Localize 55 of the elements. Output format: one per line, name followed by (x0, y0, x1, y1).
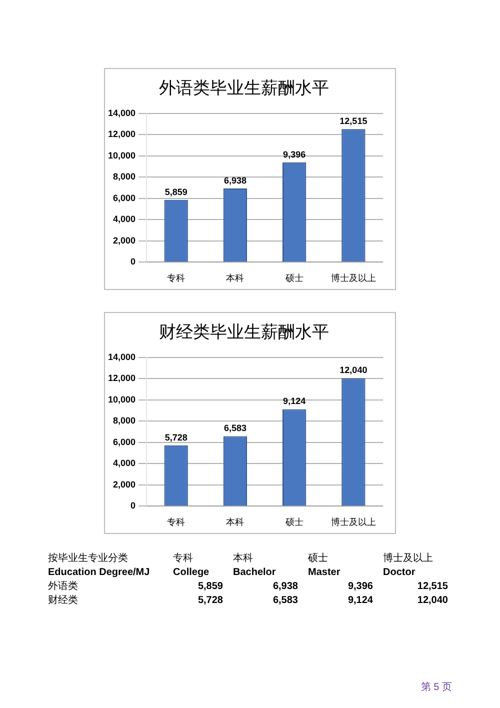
text: 9,124 (346, 594, 374, 608)
text: 5,728 (196, 594, 224, 608)
y-tick-label: 2,000 (112, 235, 136, 246)
y-tick-label: 8,000 (112, 172, 136, 182)
text: 本科 (233, 552, 254, 566)
x-tick-label: 专科 (167, 272, 186, 284)
y-tick-label: 6,000 (112, 436, 136, 447)
text: 第 5 页 (420, 681, 452, 694)
text: College (173, 566, 210, 580)
text: 财经类 (48, 594, 79, 608)
y-tick-label: 14,000 (108, 108, 136, 118)
text: Doctor (383, 566, 416, 580)
text: 5,859 (196, 580, 224, 594)
data-label: 9,124 (283, 396, 306, 406)
text: 博士及以上 (383, 552, 434, 566)
data-label: 9,396 (283, 149, 306, 160)
y-tick-label: 12,000 (108, 129, 136, 140)
chart-title: 外语类毕业生薪酬水平 (159, 78, 329, 99)
text: 9,396 (346, 580, 374, 594)
data-label: 6,938 (224, 175, 246, 186)
x-tick-label: 本科 (226, 516, 244, 528)
y-tick-label: 6,000 (112, 192, 136, 203)
data-label: 12,515 (340, 116, 368, 126)
y-tick-label: 12,000 (108, 373, 136, 384)
text: Education Degree/MJ (48, 566, 151, 580)
y-tick-label: 0 (130, 500, 136, 511)
y-tick-label: 14,000 (108, 352, 136, 362)
x-tick-label: 博士及以上 (330, 516, 376, 528)
data-label: 6,583 (224, 423, 246, 434)
y-tick-label: 10,000 (108, 150, 136, 160)
text: 12,515 (416, 580, 449, 594)
data-label: 5,728 (164, 432, 188, 442)
data-label: 5,859 (164, 186, 188, 197)
text: 硕士 (308, 552, 329, 566)
y-tick-label: 4,000 (112, 458, 136, 468)
data-label: 12,040 (340, 365, 368, 376)
y-tick-label: 4,000 (112, 214, 136, 224)
text: Master (308, 566, 342, 580)
x-tick-label: 硕士 (284, 272, 304, 284)
text: 6,583 (272, 594, 299, 608)
text: 6,938 (272, 580, 299, 594)
x-tick-label: 博士及以上 (330, 272, 376, 284)
chart-title: 财经类毕业生薪酬水平 (159, 322, 329, 343)
text: Bachelor (233, 566, 277, 580)
text: 外语类 (48, 580, 79, 594)
x-tick-label: 硕士 (284, 516, 304, 528)
text: 12,040 (416, 594, 449, 608)
y-tick-label: 10,000 (108, 394, 136, 404)
text: 专科 (173, 552, 194, 566)
x-tick-label: 专科 (167, 516, 186, 528)
y-tick-label: 8,000 (112, 416, 136, 426)
y-tick-label: 0 (130, 256, 136, 267)
x-tick-label: 本科 (226, 272, 244, 284)
text: 按毕业生专业分类 (48, 552, 129, 566)
y-tick-label: 2,000 (112, 479, 136, 490)
